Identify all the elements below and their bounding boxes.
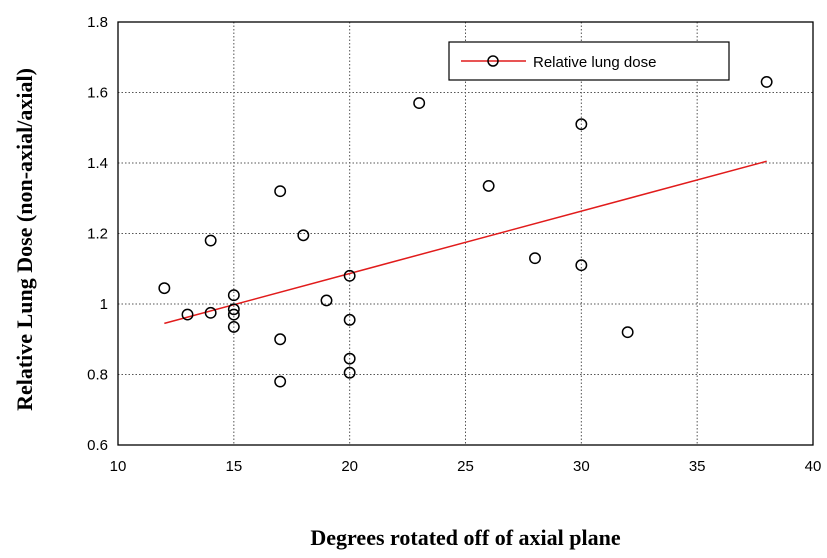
data-point (274, 375, 287, 388)
x-tick-label: 20 (341, 458, 358, 475)
data-point (204, 306, 217, 319)
data-point (760, 75, 773, 88)
data-point (274, 333, 287, 346)
data-point (482, 179, 495, 192)
y-tick-label: 0.6 (87, 437, 108, 454)
x-tick-label: 10 (110, 458, 127, 475)
trendline-layer (164, 160, 767, 325)
data-point (204, 234, 217, 247)
data-point (274, 185, 287, 198)
data-point (227, 308, 240, 321)
data-points (158, 75, 773, 388)
y-axis-title: Relative Lung Dose (non-axial/axial) (12, 68, 37, 411)
data-point (621, 326, 634, 339)
tick-labels: 10 15 20 25 30 35 40 0.6 0.8 1 1.2 1.4 1.6 1.8 (87, 14, 821, 475)
data-point (413, 97, 426, 110)
data-point (227, 303, 240, 316)
data-point (227, 320, 240, 333)
y-tick-label: 1.8 (87, 14, 108, 31)
data-point (343, 313, 356, 326)
grid-lines (118, 22, 813, 445)
data-point (343, 366, 356, 379)
data-point (575, 259, 588, 272)
x-tick-label: 35 (689, 458, 706, 475)
data-point (227, 289, 240, 302)
x-tick-label: 40 (805, 458, 822, 475)
data-point (297, 229, 310, 242)
legend-label: Relative lung dose (533, 54, 656, 71)
data-point (343, 269, 356, 282)
trendline (164, 160, 767, 325)
data-point (320, 294, 333, 307)
x-tick-label: 15 (225, 458, 242, 475)
x-axis-title: Degrees rotated off of axial plane (310, 525, 620, 550)
y-tick-label: 1 (100, 296, 108, 313)
x-tick-label: 30 (573, 458, 590, 475)
data-point (158, 282, 171, 295)
legend: Relative lung dose (448, 41, 730, 81)
y-tick-label: 0.8 (87, 367, 108, 384)
data-point (529, 252, 541, 265)
legend-marker (487, 55, 499, 67)
y-tick-label: 1.4 (87, 155, 108, 172)
y-tick-label: 1.6 (87, 85, 108, 102)
x-tick-label: 25 (457, 458, 474, 475)
data-point (343, 352, 356, 365)
plot-frame (117, 21, 814, 446)
y-tick-label: 1.2 (87, 226, 108, 243)
data-point (181, 308, 194, 321)
data-point (575, 118, 588, 131)
